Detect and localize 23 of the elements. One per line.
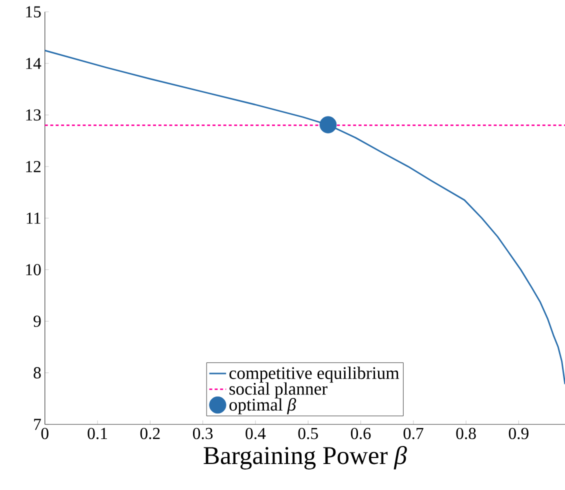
y-tick-label: 15 [26,6,41,18]
legend-label: optimal β [229,398,296,415]
y-tick-label: 9 [34,316,41,328]
x-tick-label: 0.7 [404,428,424,440]
y-tick-label: 14 [26,58,42,70]
y-tick-label: 7 [34,419,41,430]
x-axis-title: Bargaining Power β [204,446,407,470]
x-tick-label: 0.3 [193,428,213,440]
legend-label: competitive equilibrium [229,366,400,383]
y-tick-label: 12 [26,161,40,172]
legend-label: social planner [230,382,328,399]
x-tick-label: 0.6 [350,428,371,440]
x-tick-label: 0.9 [508,428,528,440]
x-tick-label: 0.2 [140,428,160,440]
x-tick-label: 0 [41,428,48,440]
y-tick-label: 11 [26,212,40,224]
y-tick-label: 13 [26,110,41,121]
x-tick-label: 0.4 [246,428,266,440]
x-tick-label: 0.5 [298,428,318,440]
y-tick-label: 8 [34,367,41,379]
x-tick-label: 0.1 [88,428,107,440]
y-tick-label: 10 [26,264,41,276]
x-tick-label: 0.8 [456,428,476,440]
